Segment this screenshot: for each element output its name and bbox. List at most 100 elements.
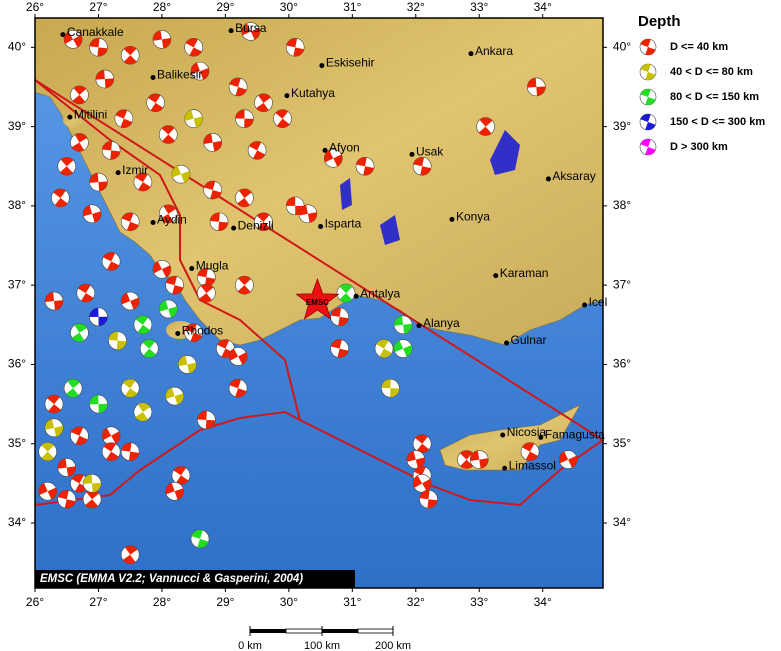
earthquake <box>184 38 203 57</box>
y-tick-label: 35° <box>613 436 631 450</box>
beachball-quadrant <box>394 315 404 326</box>
beachball-quadrant <box>54 197 68 207</box>
earthquake <box>190 529 210 549</box>
beachball-quadrant <box>237 285 251 295</box>
x-tick-label: 30° <box>280 0 298 14</box>
y-tick-label: 34° <box>613 515 631 529</box>
earthquake <box>82 489 102 509</box>
beachball-quadrant <box>422 478 432 492</box>
earthquake <box>165 275 184 295</box>
earthquake <box>336 283 356 303</box>
city-label: Karaman <box>500 266 549 280</box>
beachball-quadrant <box>645 147 656 155</box>
x-tick-label: 31° <box>343 0 361 14</box>
beachball-quadrant <box>171 165 181 178</box>
earthquake <box>171 466 191 485</box>
earthquake <box>70 426 89 446</box>
beachball-quadrant <box>128 451 140 461</box>
earthquake <box>235 188 254 208</box>
beachball-quadrant <box>98 316 108 326</box>
x-tick-label: 26° <box>26 0 44 14</box>
city-label: Balikesir <box>157 68 202 82</box>
earthquake <box>108 331 127 350</box>
beachball-quadrant <box>60 166 73 176</box>
city-dot <box>416 323 422 329</box>
beachball-quadrant <box>217 339 230 349</box>
city-label: Isparta <box>325 217 362 231</box>
beachball-quadrant <box>427 499 438 509</box>
beachball-quadrant <box>175 475 189 485</box>
beachball-quadrant <box>57 458 67 469</box>
beachball-quadrant <box>64 499 76 509</box>
earthquake <box>228 378 248 398</box>
y-tick-label: 37° <box>8 277 26 291</box>
credit: EMSC (EMMA V2.2; Vannucci & Gasperini, 2… <box>40 573 303 585</box>
earthquake <box>323 149 343 168</box>
beachball-quadrant <box>107 261 120 271</box>
y-tick-label: 38° <box>8 198 26 212</box>
beachball-quadrant <box>67 379 81 389</box>
x-tick-label: 27° <box>89 0 107 14</box>
beachball-quadrant <box>165 387 175 399</box>
earthquake <box>120 212 140 232</box>
beachball-quadrant <box>123 46 137 56</box>
earthquake <box>298 204 318 224</box>
beachball-quadrant <box>111 431 121 444</box>
earthquake <box>101 442 121 461</box>
earthquake <box>241 22 261 41</box>
beachball-quadrant <box>54 300 64 310</box>
earthquake <box>412 156 432 176</box>
city-dot <box>228 28 234 34</box>
beachball-quadrant <box>330 339 342 349</box>
beachball-quadrant <box>168 306 178 318</box>
beachball-quadrant <box>64 31 74 44</box>
y-tick-label: 39° <box>613 119 631 133</box>
x-tick-label: 26° <box>26 595 44 609</box>
beachball-quadrant <box>235 388 247 398</box>
earthquake <box>70 323 89 343</box>
beachball-quadrant <box>286 38 298 48</box>
earthquake <box>120 291 140 311</box>
beachball-quadrant <box>460 450 473 460</box>
beachball-quadrant <box>203 133 213 145</box>
city-label: Mugla <box>196 259 229 273</box>
beachball-quadrant <box>193 116 203 128</box>
city-dot <box>175 331 181 337</box>
x-tick-label: 32° <box>407 0 425 14</box>
city-dot <box>353 293 359 299</box>
earthquake <box>228 347 248 366</box>
beachball-quadrant <box>74 323 87 333</box>
beachball-quadrant <box>66 466 76 477</box>
beachball-quadrant <box>135 173 148 183</box>
x-tick-label: 32° <box>407 595 425 609</box>
earthquake <box>114 109 134 128</box>
beachball-quadrant <box>95 70 105 80</box>
beachball-quadrant <box>403 345 413 357</box>
earthquake <box>133 402 153 422</box>
earthquake <box>165 386 184 406</box>
y-tick-label: 35° <box>8 436 26 450</box>
city-dot <box>319 63 325 69</box>
beachball-quadrant <box>97 47 108 57</box>
earthquake <box>44 418 64 438</box>
beachball-quadrant <box>256 212 270 222</box>
x-tick-label: 28° <box>153 0 171 14</box>
y-tick-label: 37° <box>613 277 631 291</box>
y-tick-label: 40° <box>613 40 631 54</box>
beachball-quadrant <box>53 188 66 198</box>
beachball-quadrant <box>330 307 342 317</box>
beachball-quadrant <box>138 182 151 192</box>
earthquake <box>101 426 121 446</box>
beachball-quadrant <box>75 435 88 445</box>
beachball-quadrant <box>121 442 132 452</box>
beachball-quadrant <box>338 316 349 326</box>
beachball-quadrant <box>416 443 430 453</box>
earthquake <box>469 450 489 469</box>
credit-box <box>35 570 355 588</box>
beachball-quadrant <box>189 47 202 57</box>
beachball-quadrant <box>152 261 162 274</box>
scale-label: 100 km <box>304 640 340 651</box>
beachball-quadrant <box>174 488 184 500</box>
earthquake <box>133 315 153 335</box>
beachball-quadrant <box>125 545 138 555</box>
